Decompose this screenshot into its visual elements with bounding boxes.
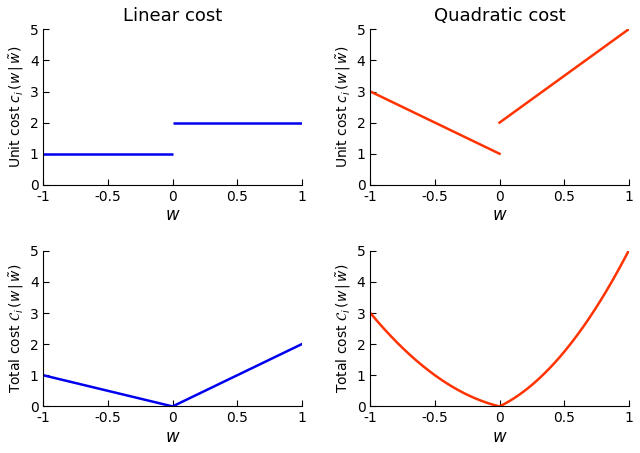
X-axis label: $w$: $w$ bbox=[164, 207, 180, 225]
Y-axis label: Unit cost $c_i\,(w\,|\,\tilde{w})$: Unit cost $c_i\,(w\,|\,\tilde{w})$ bbox=[334, 46, 353, 168]
Title: Linear cost: Linear cost bbox=[123, 7, 222, 25]
X-axis label: $w$: $w$ bbox=[492, 207, 508, 225]
X-axis label: $w$: $w$ bbox=[492, 428, 508, 446]
Title: Quadratic cost: Quadratic cost bbox=[434, 7, 565, 25]
Y-axis label: Total cost $\mathcal{C}_i\,(w\,|\,\tilde{w})$: Total cost $\mathcal{C}_i\,(w\,|\,\tilde… bbox=[7, 264, 26, 393]
X-axis label: $w$: $w$ bbox=[164, 428, 180, 446]
Y-axis label: Unit cost $c_i\,(w\,|\,\tilde{w})$: Unit cost $c_i\,(w\,|\,\tilde{w})$ bbox=[7, 46, 26, 168]
Y-axis label: Total cost $\mathcal{C}_i\,(w\,|\,\tilde{w})$: Total cost $\mathcal{C}_i\,(w\,|\,\tilde… bbox=[334, 264, 353, 393]
